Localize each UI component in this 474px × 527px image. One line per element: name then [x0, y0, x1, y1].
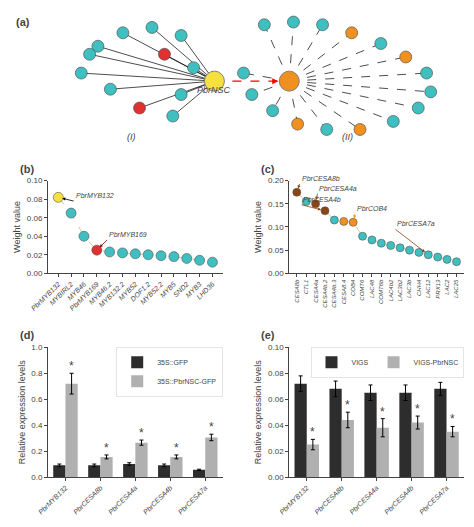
svg-text:1.0: 1.0: [31, 343, 43, 352]
svg-text:SND2: SND2: [172, 280, 190, 298]
svg-text:LAC4b2: LAC4b2: [388, 279, 394, 301]
svg-text:LAC48: LAC48: [369, 279, 375, 298]
svg-text:(I): (I): [127, 132, 136, 142]
svg-text:PbrCESA4b: PbrCESA4b: [142, 484, 174, 516]
svg-text:0.08: 0.08: [268, 369, 284, 378]
svg-text:CESA8b: CESA8b: [294, 279, 300, 303]
svg-text:PbrCOB4: PbrCOB4: [357, 205, 387, 212]
svg-text:*: *: [345, 398, 350, 412]
svg-text:CESA8.4: CESA8.4: [341, 279, 347, 304]
svg-text:VIGS: VIGS: [352, 359, 369, 366]
svg-text:*: *: [415, 402, 420, 416]
svg-text:(e): (e): [261, 329, 275, 341]
svg-text:0.20: 0.20: [268, 176, 284, 185]
svg-text:LAC12: LAC12: [425, 279, 431, 298]
svg-text:PbrNSC: PbrNSC: [197, 85, 231, 95]
svg-text:0.00: 0.00: [268, 473, 284, 482]
svg-text:0.2: 0.2: [31, 447, 43, 456]
svg-text:PbrCESA7a: PbrCESA7a: [397, 220, 435, 227]
svg-text:0.00: 0.00: [27, 269, 43, 278]
svg-text:PbrCESA8b: PbrCESA8b: [313, 484, 345, 516]
svg-text:PbrCESA7a: PbrCESA7a: [177, 484, 209, 516]
svg-text:(d): (d): [20, 329, 34, 341]
svg-text:*: *: [104, 441, 109, 455]
svg-text:PbrCESA4a: PbrCESA4a: [319, 185, 357, 192]
svg-text:MYB46.2: MYB46.2: [88, 280, 113, 305]
svg-text:*: *: [310, 425, 315, 439]
svg-text:VIGS-PbrNSC: VIGS-PbrNSC: [414, 359, 459, 366]
svg-text:0.04: 0.04: [27, 232, 43, 241]
svg-text:COMT6: COMT6: [360, 279, 366, 301]
svg-text:PbrCESA4a: PbrCESA4a: [107, 484, 139, 516]
svg-text:0.10: 0.10: [268, 223, 284, 232]
svg-text:35S::PbrNSC-GFP: 35S::PbrNSC-GFP: [157, 378, 216, 385]
svg-text:MYB132.2: MYB132.2: [98, 280, 126, 308]
svg-text:LAC3b2: LAC3b2: [397, 279, 403, 301]
svg-text:0.02: 0.02: [27, 251, 43, 260]
svg-text:Weight value: Weight value: [12, 201, 22, 253]
svg-text:PbrMYB132: PbrMYB132: [37, 484, 69, 516]
svg-text:LAC3b: LAC3b: [406, 279, 412, 298]
svg-text:PbrCESA4a: PbrCESA4a: [348, 484, 380, 516]
svg-text:0.10: 0.10: [27, 176, 43, 185]
svg-text:CESA4b.3: CESA4b.3: [331, 279, 337, 308]
svg-text:*: *: [174, 441, 179, 455]
svg-text:MYB52: MYB52: [117, 280, 138, 301]
svg-text:PbrCESA7a: PbrCESA7a: [418, 484, 450, 516]
svg-text:COB4: COB4: [350, 279, 356, 296]
svg-text:Relative expression levels: Relative expression levels: [253, 360, 263, 465]
svg-text:*: *: [209, 420, 214, 434]
svg-text:CESA4a: CESA4a: [313, 279, 319, 303]
svg-text:Weight value: Weight value: [253, 201, 263, 253]
svg-text:PbrCESA4b: PbrCESA4b: [303, 196, 341, 203]
svg-text:PRX13: PRX13: [435, 279, 441, 299]
svg-text:MYB46: MYB46: [66, 280, 87, 301]
svg-text:0.00: 0.00: [268, 269, 284, 278]
svg-text:0.02: 0.02: [268, 447, 284, 456]
svg-text:MYBIRL2: MYBIRL2: [48, 280, 74, 306]
svg-text:*: *: [450, 412, 455, 426]
svg-text:PbrCESA8b: PbrCESA8b: [72, 484, 104, 516]
svg-text:(c): (c): [261, 163, 275, 175]
svg-text:*: *: [139, 426, 144, 440]
svg-text:CESA4b.2: CESA4b.2: [322, 279, 328, 308]
svg-text:0.15: 0.15: [268, 200, 284, 209]
svg-text:DOF1.2: DOF1.2: [129, 280, 151, 302]
svg-text:MYB5: MYB5: [159, 280, 178, 299]
svg-text:CHH4: CHH4: [416, 279, 422, 296]
svg-text:0.06: 0.06: [27, 214, 43, 223]
svg-text:COMT6b: COMT6b: [378, 279, 384, 304]
svg-text:PbrMYB132: PbrMYB132: [76, 192, 114, 199]
svg-text:Relative expression levels: Relative expression levels: [17, 360, 27, 465]
svg-text:0.6: 0.6: [31, 395, 43, 404]
svg-text:PbrCESA8b: PbrCESA8b: [302, 175, 340, 182]
svg-text:LAC2: LAC2: [444, 279, 450, 295]
svg-text:CTL1: CTL1: [303, 280, 309, 295]
svg-text:LAC25: LAC25: [453, 279, 459, 298]
svg-text:PbrCESA4b: PbrCESA4b: [383, 484, 415, 516]
svg-text:PbrMYB169: PbrMYB169: [109, 231, 147, 238]
svg-text:0.05: 0.05: [268, 246, 284, 255]
svg-text:0.8: 0.8: [31, 369, 43, 378]
svg-text:LHD36: LHD36: [195, 280, 215, 300]
svg-text:0.0: 0.0: [31, 473, 43, 482]
svg-text:(b): (b): [20, 163, 34, 175]
svg-text:PbrMYB169: PbrMYB169: [68, 280, 100, 312]
svg-text:MYB3: MYB3: [184, 280, 203, 299]
svg-text:0.4: 0.4: [31, 421, 43, 430]
svg-text:(a): (a): [16, 16, 30, 28]
svg-text:*: *: [380, 405, 385, 419]
svg-text:35S::GFP: 35S::GFP: [157, 359, 188, 366]
svg-text:0.08: 0.08: [27, 195, 43, 204]
svg-text:0.10: 0.10: [268, 343, 284, 352]
svg-text:MYB52.2: MYB52.2: [139, 280, 164, 305]
svg-text:0.06: 0.06: [268, 395, 284, 404]
svg-text:(II): (II): [342, 132, 353, 142]
svg-text:PbrMYB132: PbrMYB132: [30, 280, 62, 312]
svg-text:PbrMYB132: PbrMYB132: [278, 484, 310, 516]
svg-text:*: *: [69, 359, 74, 373]
svg-text:0.04: 0.04: [268, 421, 284, 430]
